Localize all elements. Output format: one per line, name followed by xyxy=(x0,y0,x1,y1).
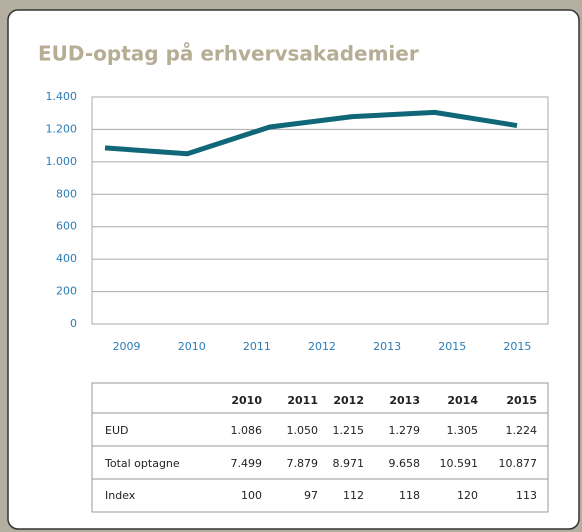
cell: 1.305 xyxy=(447,424,479,437)
y-tick-label: 1.200 xyxy=(46,122,78,135)
cell: 7.879 xyxy=(287,457,319,470)
row-label: EUD xyxy=(105,424,128,437)
cell: 9.658 xyxy=(389,457,421,470)
y-tick-label: 200 xyxy=(56,285,77,298)
x-tick-label: 2011 xyxy=(243,340,271,353)
cell: 112 xyxy=(343,489,364,502)
table-frame xyxy=(91,382,549,513)
table-header: 2014 xyxy=(447,394,478,407)
cell: 1.279 xyxy=(389,424,421,437)
y-tick-label: 800 xyxy=(56,187,77,200)
y-tick-label: 1.000 xyxy=(46,155,78,168)
x-tick-label: 2013 xyxy=(373,340,401,353)
row-label: Total optagne xyxy=(104,457,180,470)
cell: 8.971 xyxy=(333,457,365,470)
table-header: 2012 xyxy=(333,394,364,407)
cell: 113 xyxy=(516,489,537,502)
cell: 1.224 xyxy=(506,424,538,437)
table-header: 2011 xyxy=(287,394,318,407)
card xyxy=(7,9,580,530)
table-header: 2010 xyxy=(231,394,262,407)
cell: 1.086 xyxy=(231,424,263,437)
cell: 10.877 xyxy=(499,457,538,470)
cell: 118 xyxy=(399,489,420,502)
cell: 100 xyxy=(241,489,262,502)
cell: 7.499 xyxy=(231,457,263,470)
chart-title: EUD-optag på erhvervsakademier xyxy=(38,42,419,66)
x-tick-label: 2009 xyxy=(113,340,141,353)
data-line xyxy=(104,109,518,157)
cell: 1.050 xyxy=(287,424,319,437)
y-tick-label: 600 xyxy=(56,220,77,233)
cell: 120 xyxy=(457,489,478,502)
x-tick-label: 2012 xyxy=(308,340,336,353)
y-tick-label: 0 xyxy=(70,317,77,330)
y-tick-label: 1.400 xyxy=(46,90,78,103)
cell: 1.215 xyxy=(333,424,365,437)
table-header: 2013 xyxy=(389,394,420,407)
y-tick-label: 400 xyxy=(56,252,77,265)
cell: 97 xyxy=(304,489,318,502)
x-tick-label: 2015 xyxy=(503,340,531,353)
x-tick-label: 2015 xyxy=(438,340,466,353)
x-tick-label: 2010 xyxy=(178,340,206,353)
cell: 10.591 xyxy=(440,457,479,470)
table-header: 2015 xyxy=(506,394,537,407)
row-label: Index xyxy=(105,489,136,502)
